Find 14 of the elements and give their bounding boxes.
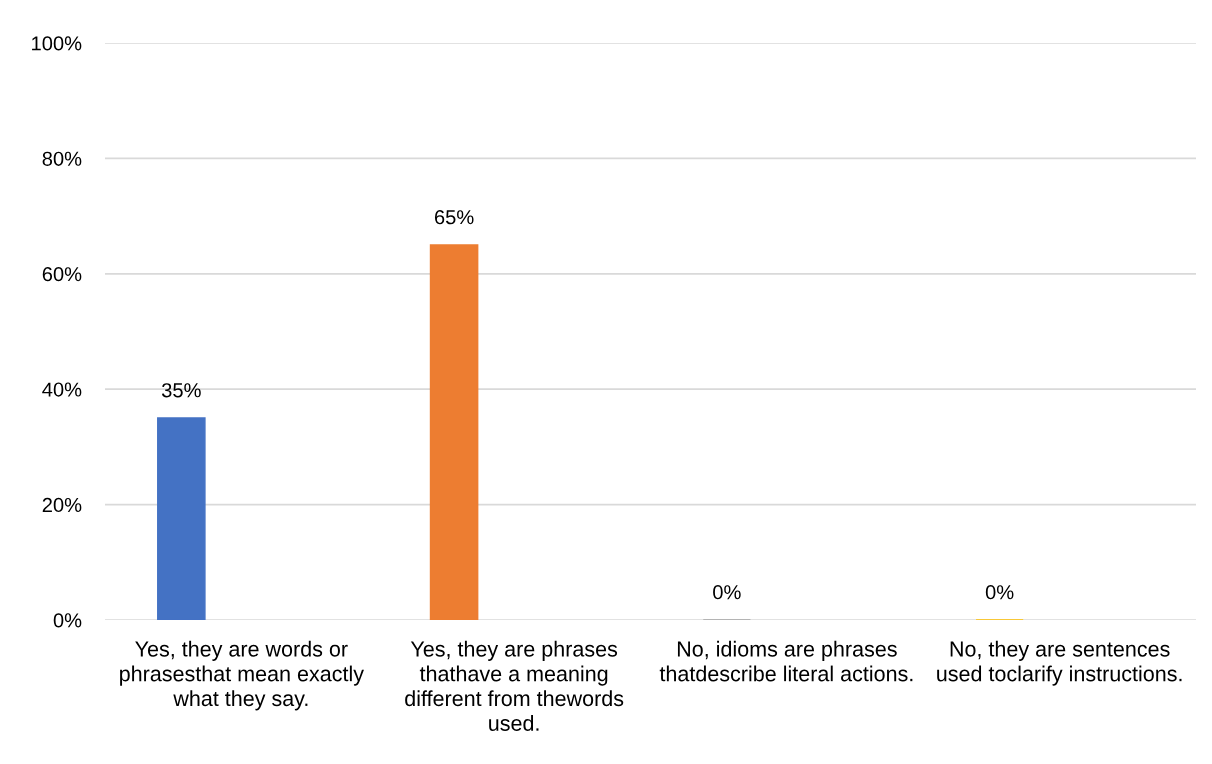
data-label: 35% [161,383,201,398]
data-label: 0% [985,585,1014,600]
y-tick-label: 100% [32,36,82,51]
data-label: 0% [713,585,741,600]
y-tick-label: 0% [53,613,82,628]
x-tick-label: No, they are sentences used toclarify instructions. [937,640,1182,686]
y-tick-label: 60% [42,267,82,282]
y-tick-label: 20% [42,497,82,513]
x-tick-label: Yes, they are phrases thathave a meaning different from thewords used. [405,640,624,731]
x-tick-label: Yes, they are words or phrasesthat mean exactly what they say. [120,640,364,711]
y-tick-label: 40% [42,382,82,397]
y-tick-label: 80% [42,151,82,166]
x-tick-label: No, idioms are phrases thatdescribe literal actions. [659,640,913,682]
data-label: 65% [434,210,474,225]
